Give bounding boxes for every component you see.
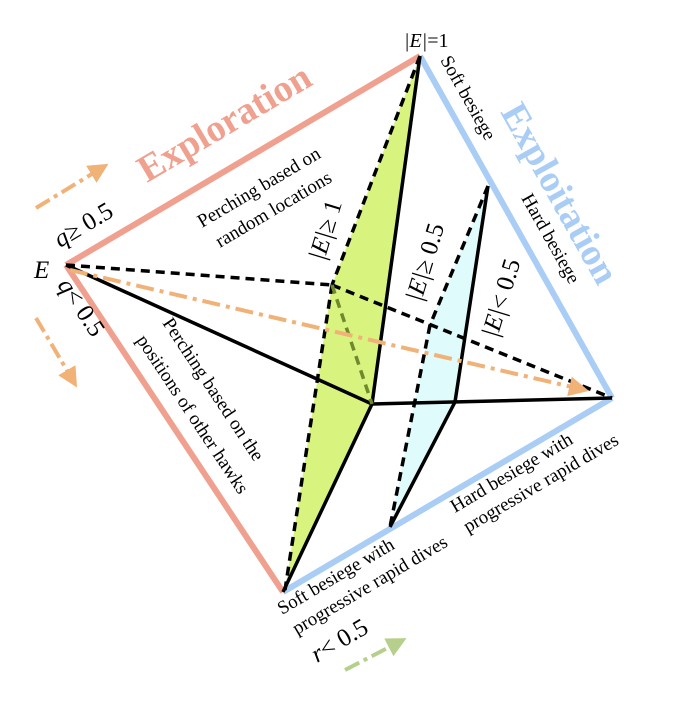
- region-e-ge-1: |E|≥ 1: [304, 197, 348, 264]
- left-vertex-label: E: [33, 257, 49, 284]
- hidden-edge-green: [330, 284, 374, 405]
- region-e-ge-05: |E|≥ 0.5: [401, 220, 450, 305]
- edge-exploration-top: [64, 53, 422, 268]
- arrow-exploitation-green: [344, 638, 407, 672]
- edge-exploration-bottom: [63, 263, 286, 594]
- arrow-exploration-down: [34, 316, 78, 388]
- edge-exploitation-bottom: [281, 395, 614, 595]
- region-green-fill: [285, 56, 420, 590]
- dashed-lines: [65, 55, 613, 591]
- center-orange-arrow: [69, 268, 589, 397]
- edge-exploitation-top: [417, 54, 615, 400]
- top-vertex-label: |E|=1: [404, 30, 449, 52]
- q-lt-label: q< 0.5: [52, 273, 110, 341]
- solid-lines: [65, 55, 613, 593]
- arrow-exploration-up: [34, 163, 109, 210]
- region-e-lt-05: |E|< 0.5: [477, 256, 526, 341]
- q-ge-label: q≥ 0.5: [49, 197, 118, 253]
